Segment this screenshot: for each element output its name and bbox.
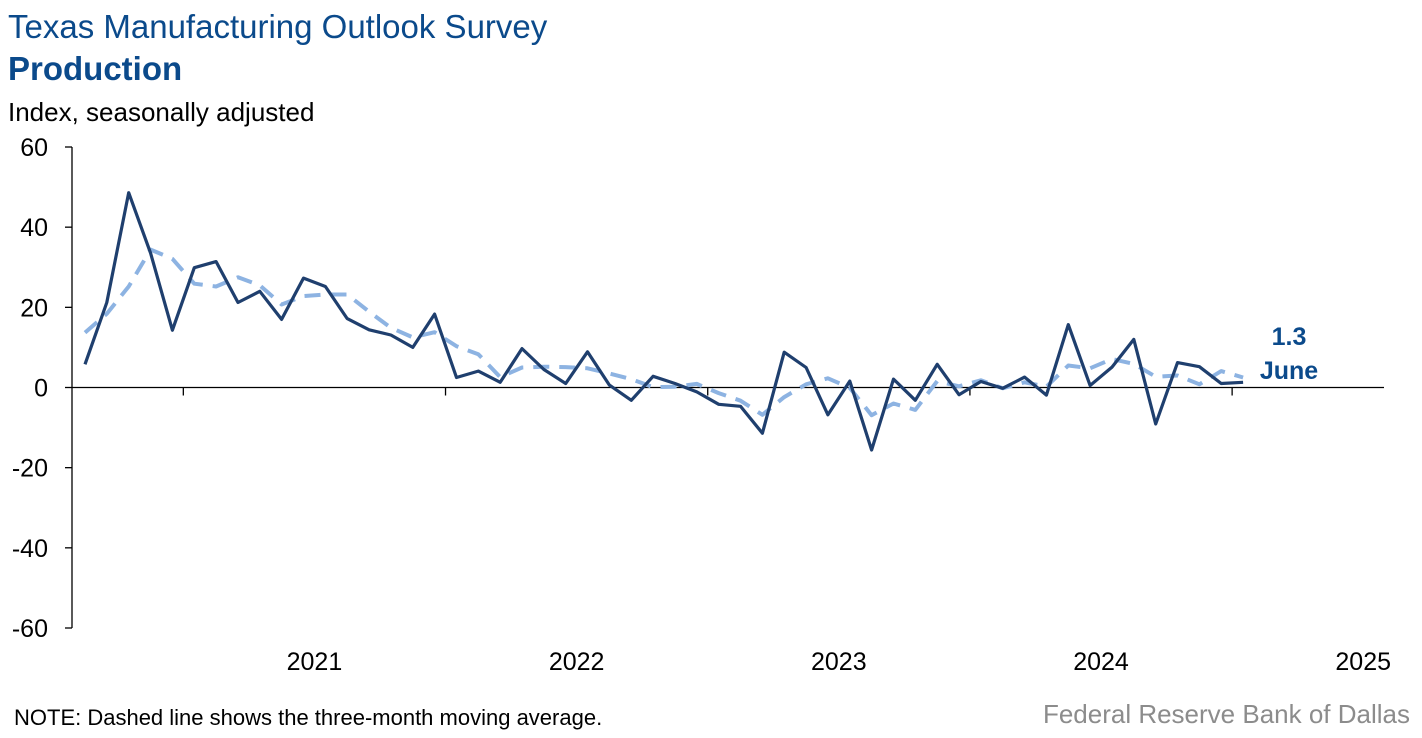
- y-tick-label: -60: [12, 615, 48, 643]
- x-tick-label: 2022: [549, 648, 605, 676]
- y-axis-units-label: Index, seasonally adjusted: [8, 97, 315, 127]
- y-tick-label: 60: [20, 134, 48, 162]
- chart-subtitle: Production: [8, 50, 183, 87]
- y-tick-label: -20: [12, 455, 48, 483]
- x-tick-label: 2025: [1335, 648, 1391, 676]
- latest-month-label: June: [1260, 357, 1318, 385]
- x-tick-label: 2023: [811, 648, 867, 676]
- source-label: Federal Reserve Bank of Dallas: [1042, 699, 1410, 729]
- footnote: NOTE: Dashed line shows the three-month …: [14, 705, 603, 730]
- x-tick-label: 2021: [287, 648, 343, 676]
- y-tick-label: -40: [12, 535, 48, 563]
- y-tick-label: 20: [20, 294, 48, 322]
- production-index-line: [83, 191, 1244, 452]
- moving-average-line: [83, 247, 1244, 418]
- x-tick-label: 2024: [1073, 648, 1129, 676]
- chart-title: Texas Manufacturing Outlook Survey: [8, 8, 548, 45]
- y-tick-label: 40: [20, 214, 48, 242]
- latest-value-label: 1.3: [1272, 323, 1307, 351]
- y-tick-label: 0: [34, 375, 48, 403]
